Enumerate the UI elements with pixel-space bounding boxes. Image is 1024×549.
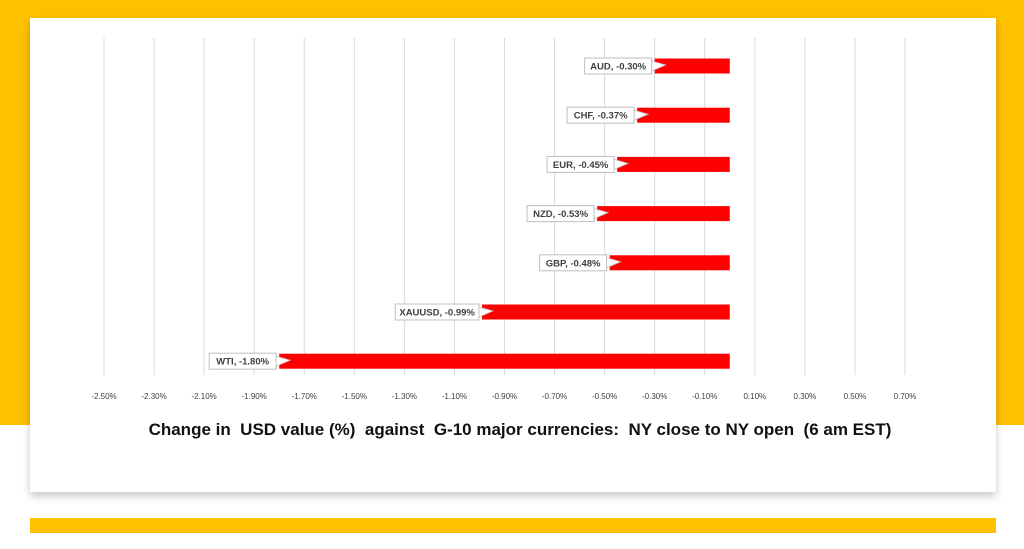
bar-wti [279,353,730,369]
bar-group-gbp: GBP, -0.48% [539,254,730,272]
data-label: AUD, -0.30% [590,62,647,73]
data-label-pointer [606,257,622,269]
x-tick-label: -1.70% [292,392,317,401]
bar-group-aud: AUD, -0.30% [584,57,730,75]
x-tick-label: -1.30% [392,392,417,401]
data-label-pointer [478,306,495,318]
data-label: XAUUSD, -0.99% [399,308,475,319]
x-tick-label: 0.70% [894,392,917,401]
chart-title: Change in USD value (%) against G-10 maj… [148,420,892,439]
yellow-footer-bar [30,518,996,533]
x-tick-label: -2.10% [191,392,216,401]
x-tick-label: -0.50% [592,392,617,401]
data-label-pointer [593,208,610,220]
data-label-pointer [275,355,292,367]
x-tick-label: -1.10% [442,392,467,401]
data-label-pointer [633,109,650,121]
x-tick-label: -0.90% [492,392,517,401]
x-tick-label: -0.30% [642,392,667,401]
x-tick-label: -1.90% [242,392,267,401]
bar-chf [637,107,730,123]
data-label: GBP, -0.48% [546,258,601,269]
data-label-pointer [613,158,630,171]
x-tick-label: 0.50% [844,392,867,401]
data-label: EUR, -0.45% [553,160,609,171]
bar-group-xauusd: XAUUSD, -0.99% [394,303,730,321]
data-label: CHF, -0.37% [574,111,628,122]
bar-aud [654,58,730,74]
bar-eur [617,156,730,172]
bar-gbp [609,255,730,271]
bar-xauusd [481,304,730,320]
x-tick-label: -0.10% [692,392,717,401]
chart-card [30,18,996,492]
bar-group-nzd: NZD, -0.53% [526,205,730,223]
x-tick-label: -0.70% [542,392,567,401]
bar-group-wti: WTI, -1.80% [208,352,730,370]
x-tick-label: -2.50% [91,392,116,401]
x-tick-label: 0.30% [794,392,817,401]
data-label: WTI, -1.80% [216,357,269,368]
x-tick-label: 0.10% [743,392,766,401]
x-tick-label: -2.30% [141,392,166,401]
data-label: NZD, -0.53% [533,209,588,220]
x-tick-label: -1.50% [342,392,367,401]
bar-nzd [597,206,730,222]
bar-group-chf: CHF, -0.37% [566,106,730,124]
data-label-pointer [651,60,667,72]
bar-group-eur: EUR, -0.45% [546,155,730,173]
